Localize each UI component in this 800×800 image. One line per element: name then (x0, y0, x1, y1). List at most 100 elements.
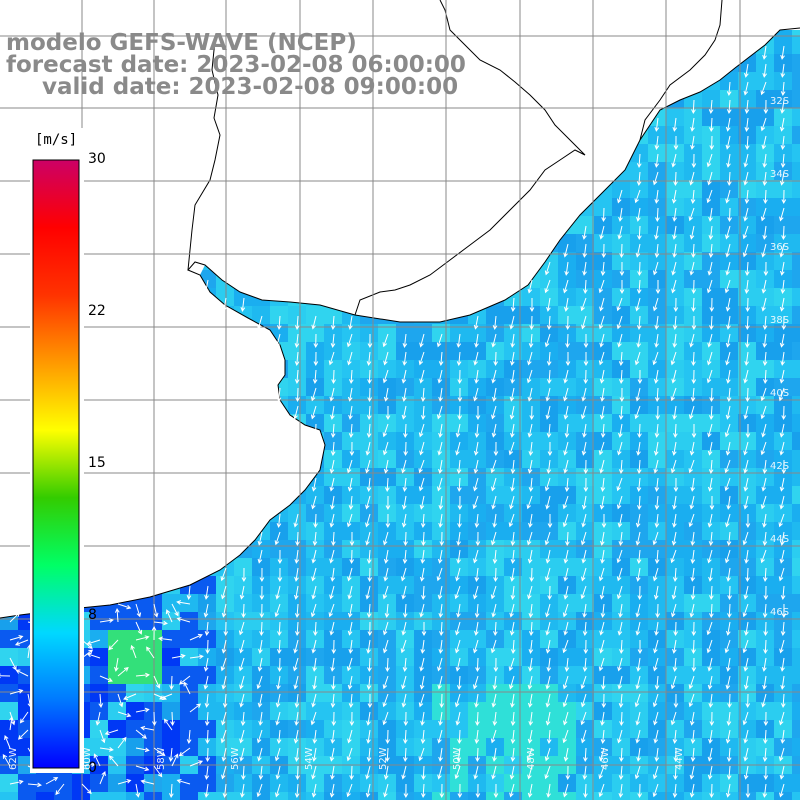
field-cell (252, 720, 270, 738)
field-cell (540, 738, 558, 756)
field-cell (468, 666, 486, 684)
field-cell (450, 522, 468, 540)
wind-arrow (562, 729, 569, 744)
wind-arrow (418, 477, 425, 492)
wind-arrow (418, 747, 425, 762)
wind-arrow (599, 459, 605, 474)
field-cell (504, 576, 522, 594)
wind-arrow (258, 639, 263, 654)
wind-arrow (454, 765, 461, 780)
wind-arrow (86, 639, 101, 646)
field-cell (612, 594, 630, 612)
wind-arrow (779, 369, 785, 384)
wind-arrow (744, 549, 749, 564)
wind-arrow (599, 639, 605, 654)
field-cell (666, 648, 684, 666)
wind-arrow (690, 135, 695, 150)
field-cell (648, 486, 666, 504)
wind-arrow (382, 675, 389, 690)
field-cell (180, 648, 198, 666)
wind-arrow (493, 567, 498, 583)
wind-arrow (509, 603, 515, 618)
field-cell (648, 270, 666, 288)
wind-arrow (617, 729, 623, 744)
field-cell (288, 666, 306, 684)
wind-arrow (93, 753, 101, 767)
field-cell (738, 540, 756, 558)
field-cell (738, 450, 756, 468)
wind-arrow (330, 441, 336, 456)
wind-arrow (437, 441, 443, 456)
field-cell (576, 360, 594, 378)
field-cell (180, 666, 198, 684)
field-cell (270, 792, 288, 800)
wind-arrow (510, 531, 516, 546)
field-cell (630, 612, 648, 630)
field-cell (666, 702, 684, 720)
field-cell (666, 558, 684, 576)
wind-arrow (761, 243, 767, 258)
wind-arrow (437, 765, 443, 780)
field-cell (396, 360, 414, 378)
wind-arrow (456, 531, 461, 546)
field-cell (594, 504, 612, 522)
field-cell (396, 648, 414, 666)
wind-arrow (348, 639, 354, 654)
field-cell (162, 774, 180, 792)
wind-arrow (745, 423, 751, 439)
wind-arrow (277, 549, 283, 565)
wind-arrow (563, 441, 569, 456)
field-cell (720, 144, 738, 162)
field-cell (450, 504, 468, 522)
wind-arrow (421, 765, 426, 781)
wind-arrow (171, 653, 186, 659)
field-cell (108, 684, 126, 702)
wind-arrow (691, 297, 696, 313)
field-cell (288, 360, 306, 378)
wind-arrow (418, 693, 425, 708)
wind-arrow (743, 441, 749, 456)
longitude-label: 46W (600, 747, 611, 770)
wind-arrow (438, 513, 443, 528)
wind-arrow (403, 783, 409, 799)
field-cell (378, 774, 396, 792)
wind-arrow (510, 747, 516, 762)
wind-arrow (671, 153, 677, 168)
field-cell (720, 558, 738, 576)
wind-arrow (474, 567, 480, 582)
field-cell (558, 342, 576, 360)
wind-arrow (779, 207, 785, 222)
wind-arrow (619, 243, 624, 259)
latitude-label: 44S (770, 534, 790, 545)
wind-arrow (709, 315, 714, 331)
field-cell (630, 702, 648, 720)
field-cell (396, 540, 414, 558)
wind-arrow (383, 459, 389, 474)
field-cell (702, 360, 720, 378)
field-cell (288, 522, 306, 540)
field-cell (738, 648, 756, 666)
wind-arrow (744, 117, 750, 132)
wind-arrow (745, 315, 750, 331)
field-cell (288, 702, 306, 720)
wind-arrow (104, 729, 119, 736)
field-cell (486, 540, 504, 558)
wind-arrow (709, 711, 715, 727)
wind-arrow (383, 783, 389, 798)
wind-arrow (635, 297, 641, 312)
wind-arrow (275, 765, 281, 780)
wind-arrow (637, 585, 643, 601)
field-cell (342, 432, 360, 450)
field-cell (450, 774, 468, 792)
wind-arrow (706, 153, 713, 168)
wind-arrow (673, 423, 678, 439)
field-cell (630, 774, 648, 792)
wind-arrow (636, 279, 642, 295)
field-cell (414, 504, 432, 522)
field-cell (648, 126, 666, 144)
field-cell (702, 738, 720, 756)
wind-arrow (178, 747, 191, 757)
field-cell (234, 558, 252, 576)
wind-arrow (670, 351, 677, 366)
wind-arrow (583, 351, 589, 367)
